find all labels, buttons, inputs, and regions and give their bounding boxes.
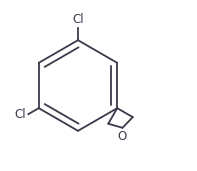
Text: O: O	[118, 130, 127, 143]
Text: Cl: Cl	[15, 108, 26, 121]
Text: Cl: Cl	[72, 13, 84, 26]
